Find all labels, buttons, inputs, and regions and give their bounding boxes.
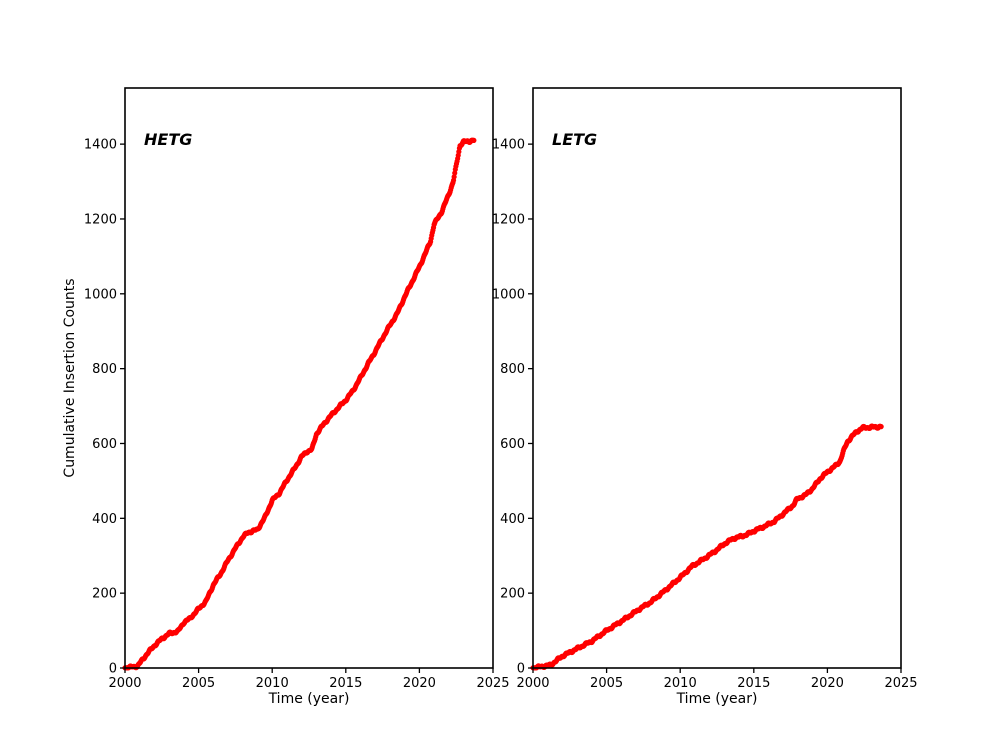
letg-series: [530, 423, 884, 671]
letg-x-tick-label: 2015: [737, 676, 770, 691]
hetg-x-tick-label: 2015: [329, 676, 362, 691]
letg-x-axis-label: Time (year): [676, 691, 758, 707]
hetg-y-tick-label: 1000: [84, 287, 117, 302]
letg-x-tick-label: 2000: [516, 676, 549, 691]
hetg-annotation: HETG: [144, 130, 193, 149]
hetg-y-tick-label: 400: [92, 512, 117, 527]
hetg-y-tick-label: 1200: [84, 212, 117, 227]
hetg-x-tick-label: 2020: [403, 676, 436, 691]
hetg-y-tick-label: 0: [109, 662, 117, 677]
letg-y-axis-ticks: 0 200 400 600 800 1000 1200 1400: [492, 138, 533, 677]
hetg-x-tick-label: 2005: [182, 676, 215, 691]
letg-y-tick-label: 200: [500, 587, 525, 602]
hetg-y-tick-label: 200: [92, 587, 117, 602]
letg-x-tick-label: 2025: [884, 676, 917, 691]
letg-y-tick-label: 800: [500, 362, 525, 377]
hetg-series: [122, 137, 477, 671]
y-axis-label: Cumulative Insertion Counts: [62, 278, 78, 478]
hetg-axes-box: [124, 87, 494, 669]
letg-y-tick-label: 0: [517, 662, 525, 677]
letg-annotation: LETG: [552, 130, 598, 149]
letg-x-tick-label: 2010: [664, 676, 697, 691]
letg-y-tick-label: 400: [500, 512, 525, 527]
letg-y-tick-label: 1400: [492, 138, 525, 153]
letg-x-tick-label: 2005: [590, 676, 623, 691]
letg-panel: 2000 2005 2010 2015 2020 2025 0 200 400 600 800 100…: [492, 87, 918, 691]
letg-y-tick-label: 1200: [492, 212, 525, 227]
hetg-y-tick-label: 800: [92, 362, 117, 377]
hetg-y-tick-label: 600: [92, 437, 117, 452]
hetg-x-tick-label: 2025: [476, 676, 509, 691]
letg-axes-box: [532, 87, 902, 669]
letg-y-tick-label: 1000: [492, 287, 525, 302]
letg-x-tick-label: 2020: [811, 676, 844, 691]
hetg-y-tick-label: 1400: [84, 138, 117, 153]
hetg-y-axis-ticks: 0 200 400 600 800 1000 1200 1400: [84, 138, 125, 677]
hetg-x-axis-label: Time (year): [268, 691, 350, 707]
hetg-panel: 2000 2005 2010 2015 2020 2025 0 200 400 600 800 100…: [84, 87, 510, 691]
letg-x-axis-ticks: 2000 2005 2010 2015 2020 2025: [516, 668, 918, 691]
hetg-x-tick-label: 2000: [108, 676, 141, 691]
letg-y-tick-label: 600: [500, 437, 525, 452]
hetg-x-tick-label: 2010: [256, 676, 289, 691]
hetg-x-axis-ticks: 2000 2005 2010 2015 2020 2025: [108, 668, 510, 691]
